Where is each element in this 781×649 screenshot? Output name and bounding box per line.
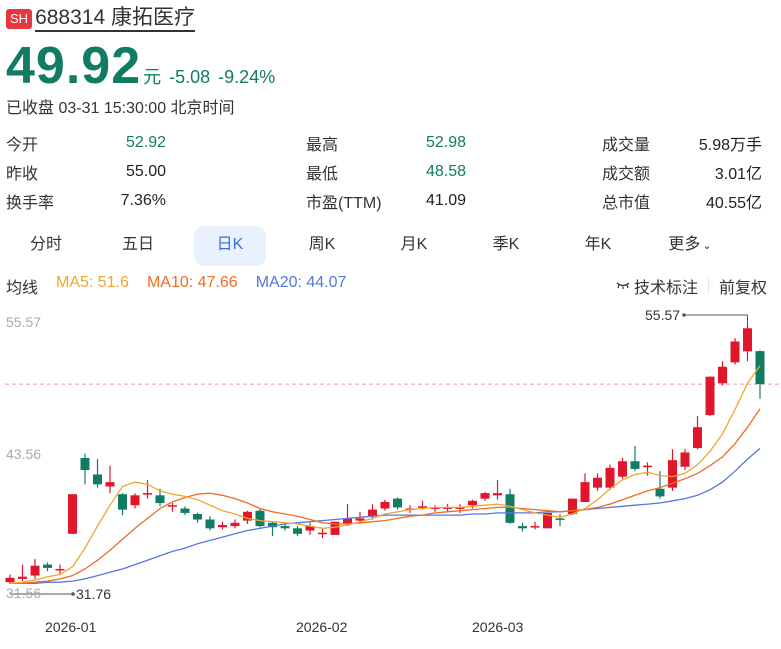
stat-market-cap: 总市值 40.55亿 xyxy=(602,189,762,213)
tab-five-day[interactable]: 五日 xyxy=(121,236,154,253)
tab-more-label: 更多 xyxy=(668,236,701,253)
stat-pe-ttm: 市盈(TTM) 41.09 xyxy=(306,189,466,213)
stat-volume: 成交量 5.98万手 xyxy=(602,131,762,155)
y-tick-bottom: 31.56 xyxy=(6,585,42,601)
stats-row: 今开 52.92 最高 52.98 成交量 5.98万手 xyxy=(6,128,772,157)
stats-row: 昨收 55.00 最低 48.58 成交额 3.01亿 xyxy=(6,157,772,186)
x-tick-feb: 2026-02 xyxy=(296,619,348,635)
stat-high: 最高 52.98 xyxy=(306,131,466,155)
chevron-down-icon: ⌄ xyxy=(702,240,712,252)
stat-label: 昨收 xyxy=(6,165,39,183)
x-tick-mar: 2026-03 xyxy=(472,619,524,635)
tab-more[interactable]: 更多 ⌄ xyxy=(644,226,736,266)
chart-tools: 技术标注 前复权 xyxy=(616,274,767,298)
ma10-value: MA10: 47.66 xyxy=(146,274,238,291)
adjust-button[interactable]: 前复权 xyxy=(718,280,767,297)
min-price-marker: 31.76 xyxy=(76,586,111,602)
stat-low: 最低 48.58 xyxy=(306,160,466,184)
stat-value: 41.09 xyxy=(425,191,466,209)
stat-label: 成交额 xyxy=(602,165,651,183)
ma-label: 均线 xyxy=(6,280,39,297)
market-status: 已收盘 03-31 15:30:00 北京时间 xyxy=(6,100,235,117)
y-tick-mid: 43.56 xyxy=(6,446,42,462)
tab-intraday[interactable]: 分时 xyxy=(29,236,62,253)
price-row: 49.92 元 -5.08 -9.24% xyxy=(6,38,275,94)
stat-label: 成交量 xyxy=(602,136,651,154)
tech-mark-button[interactable]: 技术标注 xyxy=(633,280,698,297)
stats-grid: 今开 52.92 最高 52.98 成交量 5.98万手 昨收 55.00 最低 48.5… xyxy=(6,128,772,215)
stat-label: 今开 xyxy=(6,136,39,154)
period-tabs: 分时 五日 日K 周K 月K 季K 年K 更多 ⌄ xyxy=(0,226,781,266)
tab-daily-k[interactable]: 日K xyxy=(194,226,266,266)
stat-value: 52.98 xyxy=(425,133,466,151)
stat-value: 40.55亿 xyxy=(705,194,762,212)
stat-label: 最低 xyxy=(306,165,339,183)
current-price: 49.92 xyxy=(6,37,142,95)
stat-value: 7.36% xyxy=(120,191,166,209)
stat-turnover-rate: 换手率 7.36% xyxy=(6,189,166,213)
ma20-value: MA20: 44.07 xyxy=(255,274,347,291)
max-price-marker: 55.57 xyxy=(645,307,680,323)
stat-value: 5.98万手 xyxy=(698,136,762,154)
market-tag: SH xyxy=(6,9,33,29)
tab-quarterly-k[interactable]: 季K xyxy=(492,236,520,253)
y-tick-top: 55.57 xyxy=(6,314,42,330)
tab-yearly-k[interactable]: 年K xyxy=(584,236,612,253)
stat-value: 52.92 xyxy=(125,133,166,151)
eye-closed-icon xyxy=(616,279,630,293)
stat-value: 55.00 xyxy=(125,162,166,180)
tab-weekly-k[interactable]: 周K xyxy=(308,236,336,253)
tab-monthly-k[interactable]: 月K xyxy=(400,236,428,253)
stat-value: 48.58 xyxy=(425,162,466,180)
price-unit: 元 xyxy=(143,67,162,87)
stock-title-link[interactable]: 688314 康拓医疗 xyxy=(35,6,195,32)
stat-prev-close: 昨收 55.00 xyxy=(6,160,166,184)
ma-legend: 均线 MA5: 51.6 MA10: 47.66 MA20: 44.07 xyxy=(6,274,364,298)
ma5-value: MA5: 51.6 xyxy=(56,274,129,291)
stat-label: 总市值 xyxy=(602,194,651,212)
price-change: -5.08 xyxy=(169,67,211,87)
stat-label: 最高 xyxy=(306,136,339,154)
x-tick-jan: 2026-01 xyxy=(45,619,97,635)
stat-turnover-amount: 成交额 3.01亿 xyxy=(602,160,762,184)
stat-label: 市盈(TTM) xyxy=(306,194,382,212)
stock-header: SH 688314 康拓医疗 xyxy=(6,6,195,32)
stat-open: 今开 52.92 xyxy=(6,131,166,155)
stats-row: 换手率 7.36% 市盈(TTM) 41.09 总市值 40.55亿 xyxy=(6,186,772,215)
stat-label: 换手率 xyxy=(6,194,55,212)
divider xyxy=(707,278,709,294)
stat-value: 3.01亿 xyxy=(714,165,762,183)
price-change-pct: -9.24% xyxy=(218,67,276,87)
